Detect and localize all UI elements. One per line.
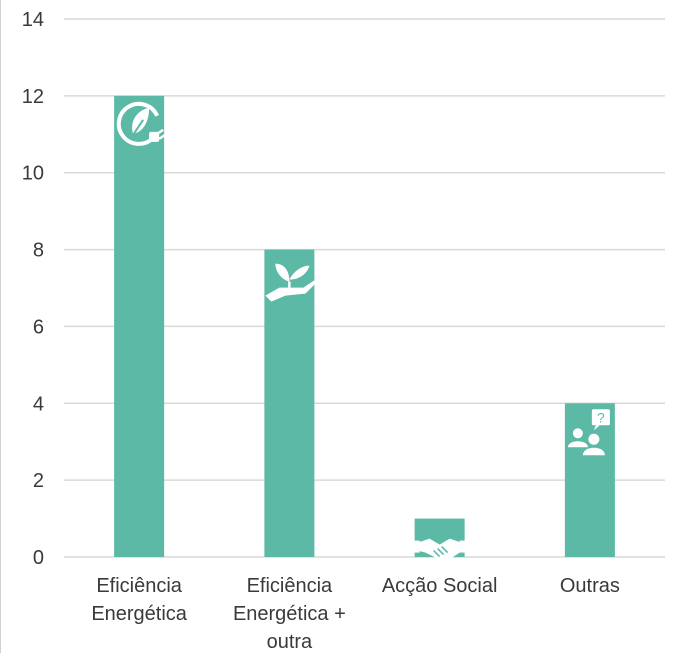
x-category-label: Acção Social (382, 575, 498, 597)
svg-text:?: ? (597, 409, 605, 425)
y-tick-label: 4 (33, 393, 44, 415)
bars (114, 95, 615, 558)
y-axis-tick-labels: 0 2 4 6 8 10 12 14 (22, 9, 44, 569)
y-tick-label: 6 (33, 316, 44, 338)
x-axis-category-labels: Eficiência Energética Eficiência Energética… (91, 575, 620, 653)
y-tick-label: 2 (33, 470, 44, 492)
handshake-icon (413, 538, 466, 561)
y-tick-label: 0 (33, 547, 44, 569)
bar-icons: ? (116, 101, 610, 561)
left-edge-line (0, 0, 1, 653)
y-tick-label: 14 (22, 9, 44, 31)
y-tick-label: 12 (22, 86, 44, 108)
x-category-label: Eficiência (247, 575, 333, 597)
y-tick-label: 10 (22, 163, 44, 185)
x-category-label: Energética + (233, 603, 346, 625)
bar-3 (564, 403, 615, 557)
x-category-label: Eficiência (96, 575, 182, 597)
people-question-icon: ? (567, 409, 610, 456)
y-tick-label: 8 (33, 240, 44, 262)
x-category-label: Energética (91, 603, 187, 625)
bar-0 (114, 95, 165, 557)
leaf-plug-icon (116, 101, 166, 146)
x-category-label: outra (267, 631, 313, 653)
plant-in-hand-icon (265, 263, 316, 302)
gridlines (64, 18, 665, 558)
x-category-label: Outras (560, 575, 620, 597)
